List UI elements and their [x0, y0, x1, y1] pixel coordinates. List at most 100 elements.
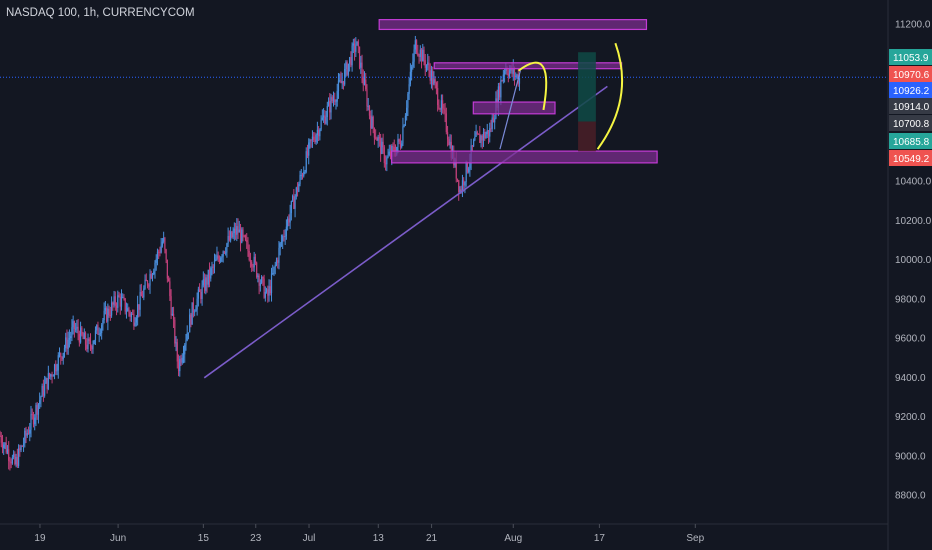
candle-body	[417, 52, 419, 56]
candle-body	[10, 462, 12, 464]
candle-body	[393, 146, 395, 153]
candle-body	[518, 78, 521, 84]
candle-body	[481, 135, 483, 141]
candle-body	[51, 374, 53, 377]
yellow-arc-1[interactable]	[517, 61, 548, 111]
candle-body	[46, 378, 48, 389]
candle-body	[415, 40, 418, 53]
candle-body	[155, 258, 157, 263]
price-tag	[889, 82, 932, 98]
candle-body	[336, 91, 338, 102]
candle-body	[494, 118, 496, 123]
candle-body	[468, 168, 470, 172]
candle-body	[208, 269, 211, 279]
candle-body	[216, 255, 218, 260]
candle-body	[138, 304, 140, 310]
candle-body	[445, 113, 447, 133]
candle-body	[458, 180, 460, 193]
candle-body	[201, 285, 203, 299]
candle-body	[144, 279, 146, 289]
candle-body	[228, 235, 230, 241]
candle-body	[412, 61, 414, 67]
x-tick-label: Jul	[303, 533, 316, 544]
candle-body	[304, 171, 306, 173]
candle-body	[71, 327, 73, 337]
candle-body	[310, 139, 312, 141]
candle-body	[127, 308, 129, 312]
candle-body	[172, 313, 175, 320]
candle-body	[275, 260, 278, 265]
candle-body	[515, 75, 517, 77]
candle-body	[347, 63, 349, 75]
mini-trend-line[interactable]	[499, 70, 521, 150]
candle-body	[372, 116, 374, 128]
position-profit-zone[interactable]	[578, 52, 596, 122]
x-tick-label: 17	[594, 533, 606, 544]
candle-body	[327, 101, 330, 107]
candle-body	[461, 180, 464, 192]
candle-body	[206, 277, 208, 285]
candle-body	[280, 241, 283, 244]
candle-body	[254, 256, 257, 263]
candle-body	[55, 364, 57, 372]
candle-body	[283, 236, 285, 238]
price-tag-label: 10685.8	[893, 137, 930, 148]
candle-body	[337, 80, 340, 92]
candle-body	[180, 358, 182, 363]
candle-body	[187, 332, 190, 334]
price-tag-label: 10700.8	[893, 119, 930, 130]
candle-body	[137, 304, 139, 318]
position-loss-zone[interactable]	[578, 121, 596, 152]
candle-body	[486, 130, 488, 135]
candle-body	[265, 289, 268, 293]
candle-body	[455, 159, 457, 179]
price-tag	[889, 115, 932, 131]
candle-body	[37, 403, 40, 415]
candle-body	[195, 309, 197, 312]
candle-body	[339, 80, 341, 82]
candle-body	[218, 258, 221, 262]
candle-body	[52, 375, 54, 377]
chart-title: NASDAQ 100, 1h, CURRENCYCOM	[6, 7, 195, 19]
price-tag-label: 10970.6	[893, 70, 930, 81]
candle-body	[471, 145, 473, 147]
yellow-arc-2[interactable]	[596, 42, 624, 150]
candle-body	[293, 196, 295, 209]
candle-body	[456, 178, 459, 181]
candle-body	[277, 260, 279, 263]
candle-body	[278, 247, 280, 263]
candle-body	[480, 135, 482, 143]
candle-body	[387, 155, 389, 158]
candle-body	[238, 229, 240, 233]
candle-body	[24, 430, 26, 444]
candle-body	[22, 443, 25, 447]
candle-body	[362, 76, 364, 85]
candle-body	[0, 435, 2, 443]
candle-body	[242, 229, 244, 236]
candle-body	[181, 357, 183, 363]
top-resistance-zone[interactable]	[378, 19, 648, 31]
candle-body	[234, 228, 237, 235]
candle-body	[365, 79, 367, 90]
candle-body	[77, 326, 79, 334]
candle-body	[318, 129, 320, 137]
y-tick-label: 8800.0	[895, 491, 926, 502]
candle-body	[505, 69, 507, 71]
candle-body	[113, 296, 115, 305]
support-zone[interactable]	[391, 150, 658, 164]
support-trendline[interactable]	[203, 85, 608, 379]
candle-body	[351, 45, 353, 66]
candle-body	[139, 291, 141, 310]
candle-body	[459, 189, 461, 193]
candle-body	[225, 252, 227, 254]
candle-body	[34, 417, 36, 425]
mid-zone[interactable]	[472, 101, 556, 115]
candle-body	[213, 260, 216, 267]
candle-body	[75, 328, 77, 330]
candle-body	[516, 74, 518, 76]
candle-body	[244, 235, 247, 241]
candle-body	[163, 237, 165, 242]
candle-body	[409, 71, 411, 85]
candle-body	[243, 235, 245, 237]
